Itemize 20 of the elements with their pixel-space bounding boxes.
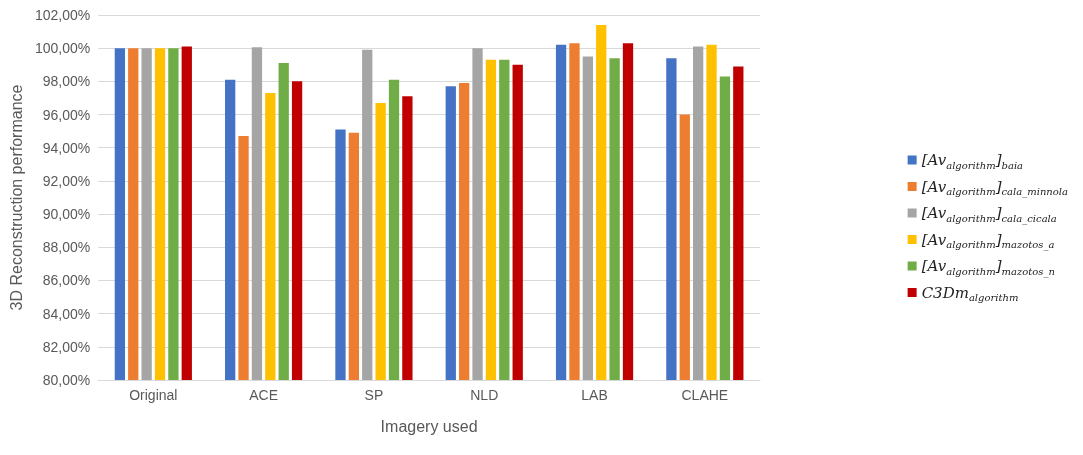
x-tick-label: CLAHE [681,387,729,403]
y-axis-title: 3D Reconstruction performance [7,84,25,311]
x-tick-label: SP [364,387,384,403]
y-tick-label: 102,00% [34,7,91,23]
y-tick-label: 80,00% [42,372,91,388]
x-tick-label: Original [129,387,178,403]
y-tick-label: 92,00% [42,172,91,189]
y-tick-label: 82,00% [42,338,91,355]
x-axis-title: Imagery used [380,417,478,435]
y-tick-label: 84,00% [42,305,91,322]
y-tick-label: 100,00% [34,40,91,57]
y-tick-label: 88,00% [42,239,91,256]
x-tick-label: ACE [249,387,279,403]
y-tick-label: 86,00% [42,272,91,289]
x-tick-label: LAB [581,387,608,403]
y-tick-label: 94,00% [42,139,91,156]
x-tick-label: NLD [470,387,499,403]
y-tick-label: 90,00% [42,206,91,223]
y-tick-label: 96,00% [42,106,91,123]
y-tick-label: 98,00% [42,73,91,90]
